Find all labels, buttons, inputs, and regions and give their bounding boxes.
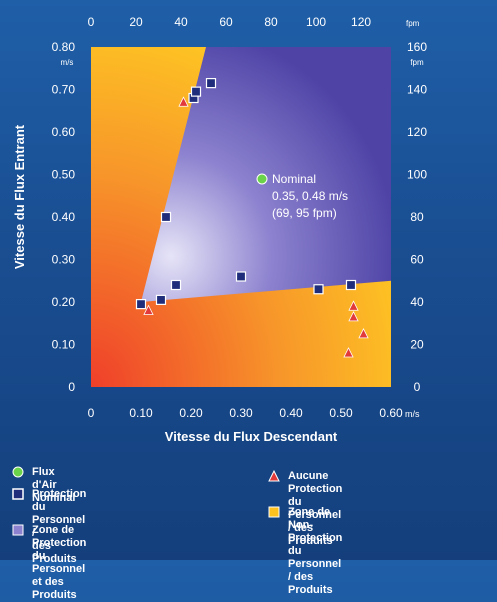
no-protection-point — [348, 310, 359, 322]
red-triangle-icon — [268, 470, 280, 482]
legend-text: Aucune Protection du Personnel / des Pro… — [288, 470, 343, 547]
top-tick-label: 0 — [88, 15, 95, 29]
right-tick-label: 0 — [414, 380, 421, 394]
protection-point — [345, 279, 357, 291]
purple-square-icon — [12, 524, 24, 536]
y-tick-label: 0 — [68, 380, 75, 394]
legend-item-non-protection-zone: Zone de Non-Protection du Personnel / de… — [268, 506, 342, 597]
protection-point — [235, 271, 247, 282]
protection-point — [205, 78, 217, 89]
nominal-coords-ms: 0.35, 0.48 m/s — [272, 189, 348, 203]
top-tick-label: 120 — [351, 15, 371, 29]
no-protection-point — [358, 327, 369, 339]
protection-zone — [141, 47, 391, 302]
no-protection-point — [348, 300, 359, 311]
right-axis-unit: fpm — [410, 58, 424, 67]
y-tick-label: 0.10 — [52, 338, 76, 352]
right-tick-label: 140 — [407, 83, 427, 97]
top-tick-label: 60 — [219, 15, 233, 29]
protection-point — [160, 211, 172, 223]
orange-square-icon — [268, 506, 280, 518]
top-tick-label: 80 — [264, 15, 278, 29]
no-protection-point — [343, 347, 354, 358]
right-tick-label: 160 — [407, 40, 427, 54]
marks — [135, 78, 369, 358]
legend-text: Zone de Non-Protection du Personnel / de… — [288, 506, 343, 596]
y-tick-label: 0.40 — [52, 210, 76, 224]
protection-area — [141, 47, 391, 302]
top-tick-label: 100 — [306, 15, 326, 29]
y-tick-label: 0.60 — [52, 125, 76, 139]
right-tick-label: 80 — [410, 210, 424, 224]
right-tick-label: 60 — [410, 253, 424, 267]
legend-text: Protection du Personnel / des Produits — [32, 488, 87, 565]
legend-item-protection: Protection du Personnel / des Produits — [12, 488, 86, 566]
right-tick-label: 120 — [407, 125, 427, 139]
right-tick-label: 100 — [407, 168, 427, 182]
legend-text: Zone de Protection du Personnel et des P… — [32, 524, 87, 601]
chart: 0 0.10 0.20 0.30 0.40 0.50 0.60 0 0.10 0.20 0.30 0.… — [12, 15, 428, 444]
legend-item-no-protection: Aucune Protection du Personnel / des Pro… — [268, 470, 342, 548]
protection-point — [155, 294, 167, 305]
y-tick-label: 0.30 — [52, 253, 76, 267]
protection-point — [313, 284, 324, 295]
no-protection-point — [143, 304, 154, 315]
axes: 0 0.10 0.20 0.30 0.40 0.50 0.60 0 0.10 0.20 0.30 0.… — [52, 15, 428, 420]
y-tick-label: 0.50 — [52, 168, 76, 182]
x-axis-label: Vitesse du Flux Descendant — [165, 429, 338, 444]
x-tick-label: 0 — [88, 406, 95, 420]
y-tick-label: 0.80 — [52, 40, 76, 54]
nominal-annotation: Nominal 0.35, 0.48 m/s (69, 95 fpm) — [256, 172, 348, 220]
nominal-point — [256, 173, 268, 185]
right-tick-label: 40 — [410, 295, 424, 309]
protection-point — [170, 279, 182, 291]
x-axis-unit: m/s — [405, 409, 420, 419]
legend-text: Flux d'Air Nominal — [32, 466, 76, 504]
x-tick-label: 0.50 — [329, 406, 353, 420]
top-axis-unit: fpm — [406, 19, 420, 28]
y-tick-label: 0.70 — [52, 83, 76, 97]
legend-item-protection-zone: Zone de Protection du Personnel et des P… — [12, 524, 86, 602]
top-tick-label: 40 — [174, 15, 188, 29]
x-tick-label: 0.20 — [179, 406, 203, 420]
y-tick-label: 0.20 — [52, 295, 76, 309]
square-outline-icon — [12, 488, 24, 500]
protection-point — [190, 86, 202, 97]
right-tick-label: 20 — [410, 338, 424, 352]
y-axis-label: Vitesse du Flux Entrant — [12, 124, 27, 269]
nominal-label: Nominal — [272, 172, 316, 186]
green-circle-icon — [12, 466, 24, 478]
protection-point — [135, 299, 147, 310]
x-tick-label: 0.60 — [379, 406, 403, 420]
top-tick-label: 20 — [129, 15, 143, 29]
x-tick-label: 0.40 — [279, 406, 303, 420]
x-tick-label: 0.30 — [229, 406, 253, 420]
nominal-coords-fpm: (69, 95 fpm) — [272, 206, 337, 220]
no-protection-point — [178, 96, 189, 107]
y-axis-unit: m/s — [61, 58, 74, 67]
x-tick-label: 0.10 — [129, 406, 153, 420]
legend-item-nominal: Flux d'Air Nominal — [12, 466, 75, 505]
